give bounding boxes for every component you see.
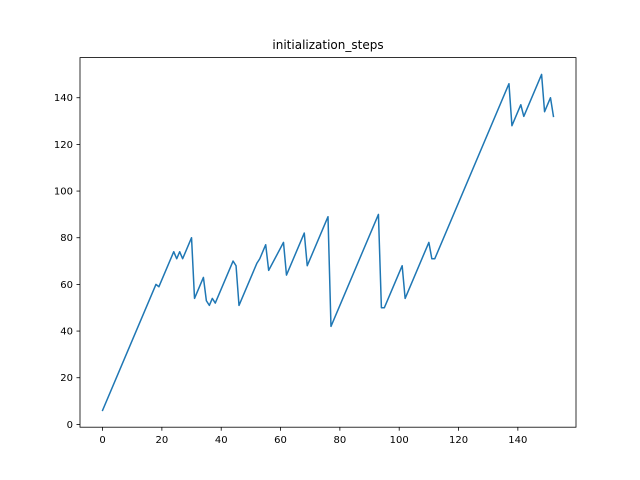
series-line-0: [101, 73, 555, 412]
y-tick-label: 0: [67, 420, 73, 431]
x-tick-label: 40: [215, 435, 228, 446]
x-tick-label: 100: [390, 435, 409, 446]
x-axis: 0 20 40 60 80 100 120 140: [99, 427, 527, 446]
y-tick-label: 60: [60, 280, 73, 291]
chart-title: initialization_steps: [272, 38, 383, 52]
x-tick-label: 0: [99, 435, 105, 446]
x-tick-label: 120: [449, 435, 468, 446]
y-tick-label: 140: [54, 93, 73, 104]
axes-frame: [79, 57, 577, 428]
y-tick-label: 80: [60, 233, 73, 244]
x-tick-label: 80: [333, 435, 346, 446]
plot-area: [101, 73, 555, 412]
x-tick-label: 140: [508, 435, 527, 446]
y-axis: 0 20 40 60 80 100 120 140: [54, 93, 80, 431]
x-tick-label: 60: [274, 435, 287, 446]
y-tick-label: 100: [54, 187, 73, 198]
x-tick-label: 20: [156, 435, 169, 446]
y-tick-label: 20: [60, 373, 73, 384]
y-tick-label: 120: [54, 140, 73, 151]
y-tick-label: 40: [60, 327, 73, 338]
